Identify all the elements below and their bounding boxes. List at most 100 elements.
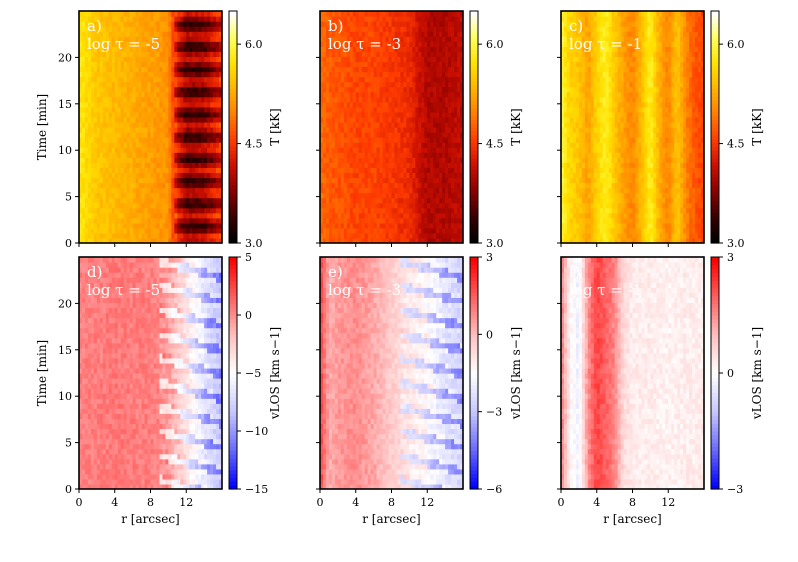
heatmap-cell bbox=[596, 237, 601, 243]
colorbar-segment bbox=[229, 72, 237, 78]
heatmap-cell bbox=[563, 232, 568, 239]
heatmap-cell bbox=[141, 111, 146, 118]
heatmap-cell bbox=[322, 46, 327, 52]
heatmap-cell bbox=[457, 167, 461, 173]
heatmap-cell bbox=[162, 197, 166, 204]
heatmap-cell bbox=[412, 217, 416, 224]
heatmap-cell bbox=[129, 157, 134, 163]
heatmap-cell bbox=[331, 182, 336, 189]
heatmap-cell bbox=[213, 227, 217, 234]
heatmap-cell bbox=[436, 147, 440, 153]
heatmap-cell bbox=[156, 157, 161, 163]
heatmap-cell bbox=[153, 177, 158, 184]
heatmap-cell bbox=[213, 222, 217, 229]
colorbar-label: T [kK] bbox=[268, 108, 282, 145]
heatmap-cell bbox=[376, 167, 381, 173]
heatmap-cell bbox=[418, 127, 422, 133]
heatmap-cell bbox=[129, 16, 134, 22]
heatmap-cell bbox=[325, 197, 330, 204]
heatmap-cell bbox=[364, 36, 369, 42]
heatmap-cell bbox=[373, 106, 378, 113]
heatmap-cell bbox=[385, 21, 390, 27]
heatmap-cell bbox=[644, 217, 648, 224]
heatmap-cell bbox=[430, 217, 434, 224]
heatmap-cell bbox=[584, 197, 589, 204]
heatmap-cell bbox=[79, 232, 83, 239]
heatmap-cell bbox=[400, 187, 405, 194]
heatmap-cell bbox=[328, 101, 333, 108]
heatmap-cell bbox=[337, 132, 342, 138]
heatmap-cell bbox=[153, 96, 158, 103]
heatmap-cell bbox=[114, 132, 119, 138]
heatmap-cell bbox=[189, 106, 193, 113]
heatmap-cell bbox=[629, 212, 634, 219]
heatmap-cell bbox=[424, 182, 428, 189]
heatmap-cell bbox=[156, 86, 161, 93]
heatmap-cell bbox=[117, 147, 122, 153]
heatmap-cell bbox=[442, 21, 446, 27]
heatmap-cell bbox=[147, 61, 152, 68]
heatmap-cell bbox=[394, 16, 399, 22]
heatmap-cell bbox=[93, 91, 98, 98]
heatmap-cell bbox=[370, 76, 375, 83]
heatmap-cell bbox=[159, 212, 164, 219]
heatmap-cell bbox=[620, 207, 625, 214]
heatmap-cell bbox=[584, 227, 589, 234]
heatmap-cell bbox=[406, 227, 410, 234]
heatmap-cell bbox=[192, 91, 196, 98]
heatmap-cell bbox=[427, 157, 431, 163]
heatmap-cell bbox=[320, 106, 324, 113]
heatmap-cell bbox=[159, 187, 164, 194]
heatmap-cell bbox=[183, 152, 187, 158]
heatmap-cell bbox=[189, 81, 193, 88]
heatmap-cell bbox=[334, 116, 339, 123]
heatmap-cell bbox=[135, 147, 140, 153]
heatmap-cell bbox=[451, 237, 455, 243]
colorbar-segment bbox=[470, 188, 478, 194]
heatmap-cell bbox=[99, 41, 104, 47]
heatmap-cell bbox=[322, 21, 327, 27]
heatmap-cell bbox=[355, 101, 360, 108]
heatmap-cell bbox=[385, 46, 390, 52]
heatmap-cell bbox=[349, 127, 354, 133]
heatmap-cell bbox=[102, 207, 107, 214]
heatmap-cell bbox=[141, 237, 146, 243]
heatmap-cell bbox=[132, 86, 137, 93]
heatmap-cell bbox=[198, 127, 202, 133]
heatmap-cell bbox=[174, 26, 178, 32]
heatmap-cell bbox=[445, 187, 449, 194]
heatmap-cell bbox=[79, 111, 83, 118]
heatmap-cell bbox=[373, 127, 378, 133]
heatmap-cell bbox=[376, 111, 381, 118]
heatmap-cell bbox=[394, 61, 399, 68]
heatmap-cell bbox=[123, 177, 128, 184]
heatmap-cell bbox=[361, 101, 366, 108]
heatmap-cell bbox=[177, 106, 181, 113]
heatmap-cell bbox=[147, 132, 152, 138]
heatmap-cell bbox=[445, 212, 449, 219]
heatmap-cell bbox=[99, 36, 104, 42]
heatmap-cell bbox=[156, 162, 161, 168]
heatmap-cell bbox=[331, 192, 336, 199]
heatmap-cell bbox=[204, 127, 208, 133]
heatmap-cell bbox=[159, 167, 164, 173]
heatmap-cell bbox=[219, 147, 222, 153]
heatmap-cell bbox=[400, 147, 405, 153]
heatmap-cell bbox=[448, 31, 452, 37]
heatmap-cell bbox=[123, 101, 128, 108]
heatmap-cell bbox=[210, 46, 214, 52]
heatmap-cell bbox=[114, 91, 119, 98]
heatmap-cell bbox=[349, 106, 354, 113]
colorbar-segment bbox=[470, 22, 478, 28]
heatmap-cell bbox=[79, 152, 83, 158]
heatmap-cell bbox=[207, 207, 211, 214]
heatmap-cell bbox=[129, 172, 134, 179]
heatmap-cell bbox=[84, 61, 89, 68]
heatmap-cell bbox=[108, 162, 113, 168]
heatmap-cell bbox=[117, 71, 122, 78]
heatmap-cell bbox=[108, 212, 113, 219]
heatmap-cell bbox=[364, 227, 369, 234]
heatmap-cell bbox=[207, 147, 211, 153]
heatmap-cell bbox=[126, 177, 131, 184]
heatmap-cell bbox=[623, 197, 628, 204]
